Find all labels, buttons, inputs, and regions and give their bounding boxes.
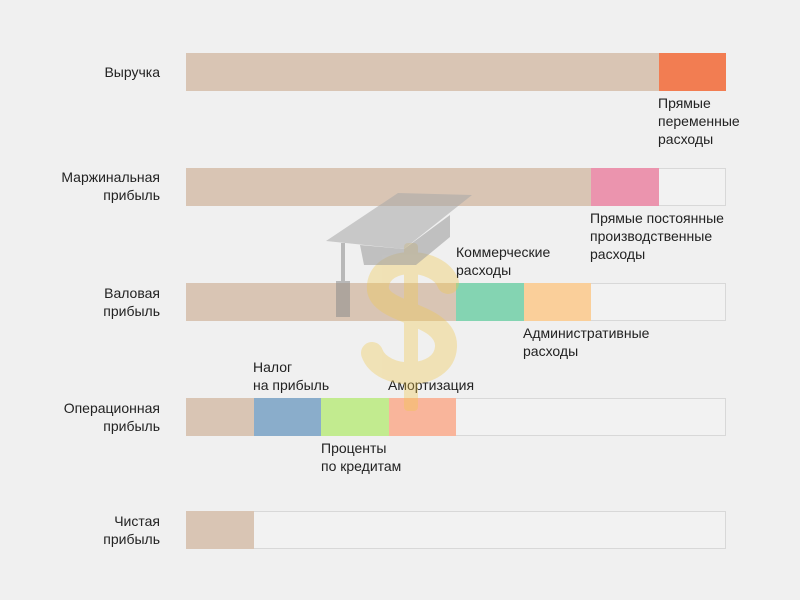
bar-net-profit: [186, 511, 726, 549]
annotation-depreciation: Амортизация: [388, 377, 475, 393]
row-label-net-profit: Чистая прибыль: [103, 513, 160, 547]
bar-segment-0-1: [658, 53, 726, 91]
bar-segment-1-0: [186, 168, 591, 206]
bar-segment-0-0: [186, 53, 659, 91]
bar-segment-2-2: [523, 283, 591, 321]
bar-segment-2-1: [456, 283, 524, 321]
annotation-direct-fixed-production-costs: Прямые постоянные производственные расхо…: [590, 210, 724, 262]
bar-segment-3-2: [321, 398, 389, 436]
annotation-administrative-expenses: Административные расходы: [523, 325, 650, 359]
annotation-selling-expenses: Коммерческие расходы: [456, 244, 551, 278]
annotation-direct-variable-costs: Прямые переменные расходы: [658, 95, 740, 147]
annotation-income-tax: Налог на прибыль: [253, 359, 330, 393]
row-label-operating-profit: Операционная прибыль: [63, 400, 160, 434]
annotation-loan-interest: Проценты по кредитам: [321, 440, 402, 474]
bar-segment-1-1: [591, 168, 659, 206]
row-label-revenue: Выручка: [104, 64, 160, 80]
bar-segment-2-0: [186, 283, 456, 321]
bar-segment-4-0: [186, 511, 254, 549]
row-label-gross-profit: Валовая прибыль: [103, 285, 160, 319]
row-label-marginal-profit: Маржинальная прибыль: [61, 169, 160, 203]
bar-segment-3-1: [253, 398, 321, 436]
bar-segment-3-3: [388, 398, 456, 436]
bar-segment-3-0: [186, 398, 254, 436]
